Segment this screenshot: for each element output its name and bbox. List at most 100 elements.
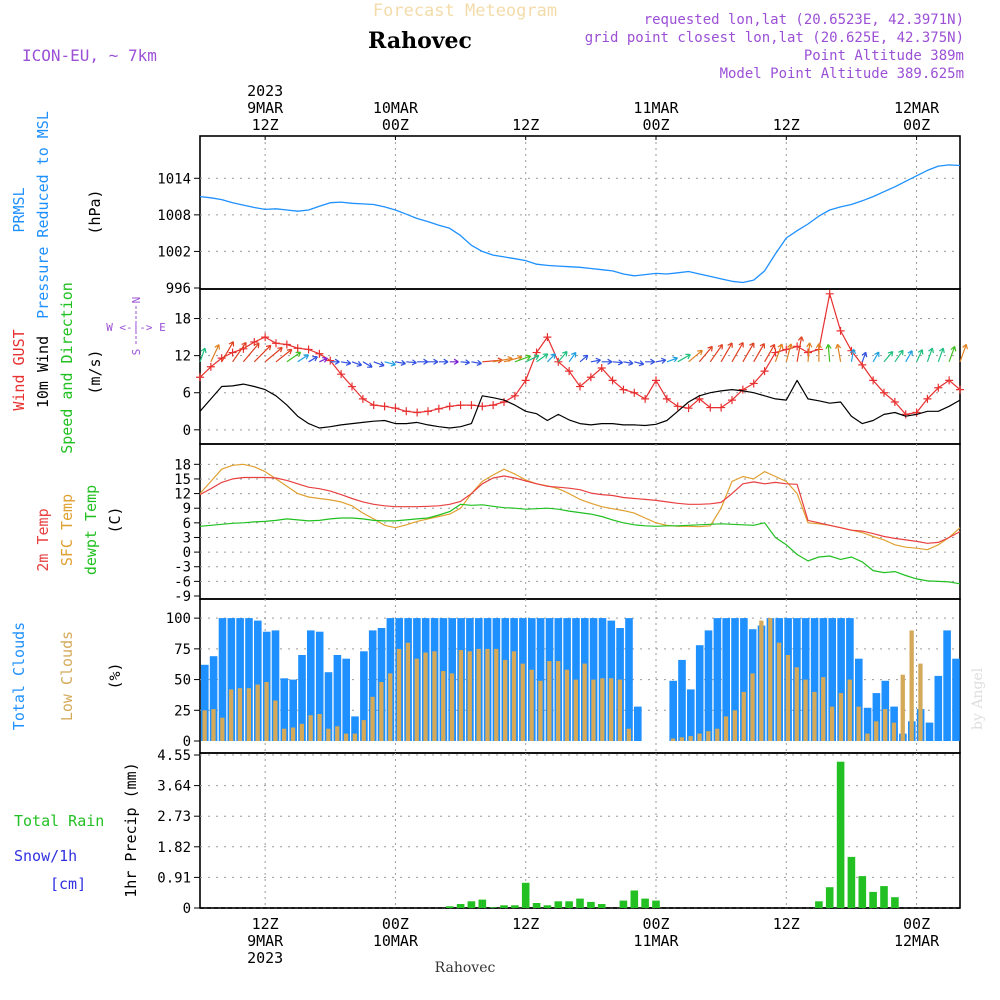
label-snow: Snow/1h [14,847,77,865]
wind-direction-arrow [546,353,556,363]
low-cloud-bar [909,630,914,741]
wind-gust-point [467,401,476,410]
wind-direction-arrow [774,343,784,363]
wind-direction-arrow [948,345,957,363]
wind-direction-arrow [406,359,417,366]
wind-direction-arrow [286,351,302,363]
wind-direction-arrow [536,353,549,363]
wind-direction-arrow [471,359,482,366]
wind-direction-arrow [428,358,439,365]
low-cloud-bar [856,706,861,741]
low-cloud-bar [441,671,446,741]
low-cloud-bar [352,733,357,741]
total-cloud-bar [801,618,810,741]
low-cloud-bar [750,673,755,741]
panel-frame-wind [199,288,961,445]
wind-direction-arrow [449,358,459,365]
low-cloud-bar [308,715,313,741]
rain-bar [836,761,845,908]
low-cloud-bar [812,691,817,741]
total-cloud-bar [695,645,704,741]
low-cloud-bar [741,691,746,741]
low-cloud-bar [591,679,596,741]
low-cloud-bar [626,728,631,741]
bottom-time-label: 12Z [252,915,279,933]
total-cloud-bar [713,618,722,741]
wind-gust-point [489,401,498,410]
wind-gust-point [369,401,378,410]
wind-direction-arrow [492,356,513,363]
low-cloud-bar [396,648,402,741]
wind-gust-point [402,407,411,416]
wind-gust-point [771,348,780,357]
ytick-label: 75 [174,642,191,658]
wind-direction-arrow [959,343,968,363]
low-cloud-bar [617,679,623,741]
wind-direction-arrow [330,358,340,365]
low-cloud-bar [326,728,331,741]
wind-direction-arrow [275,348,293,363]
low-cloud-bar [723,716,729,741]
label-wind-unit: (m/s) [86,349,104,394]
ytick-label: 6 [183,386,191,402]
label-total-rain: Total Rain [14,812,104,830]
model-name: ICON-EU, ~ 7km [22,46,157,65]
total-cloud-bar [536,618,545,741]
wind-direction-arrow [264,346,283,363]
total-cloud-bar [351,716,359,741]
total-cloud-bar [704,630,713,741]
compass-north: N [130,297,143,304]
label-sfc-temp: SFC Temp [58,494,76,566]
rain-bar [869,891,877,908]
total-cloud-bar [209,656,218,741]
bottom-time-label: 12Z [773,915,800,933]
label-precip-unit: 1hr Precip (mm) [122,762,140,897]
low-cloud-bar [874,721,879,741]
ytick-label: 2.73 [157,809,191,825]
wind-direction-arrow [253,344,272,363]
low-cloud-bar [900,674,905,741]
wind-gust-point [391,404,400,413]
low-cloud-bar [467,651,472,741]
wind-gust-point [554,357,563,366]
low-cloud-bar [485,648,490,741]
rain-bar [619,900,628,908]
wind-direction-arrow [937,347,945,363]
low-cloud-bar [679,737,684,741]
top-time-label: 00Z [903,116,930,134]
rain-bar [587,901,595,908]
ytick-label: 50 [174,673,191,689]
wind-direction-arrow [557,350,568,363]
wind-gust-point [228,348,237,357]
bottom-time-label: 9MAR [247,932,284,950]
wind-gust-point [500,398,508,406]
compass-south: S [130,349,143,356]
total-cloud-bar [731,618,739,741]
total-cloud-bar [201,664,209,741]
low-cloud-bar [220,717,225,741]
label-pressure-unit: (hPa) [86,189,104,234]
ytick-label: 0.91 [157,870,191,886]
low-cloud-bar [609,678,614,741]
ytick-label: 4.55 [157,748,191,764]
top-time-label: 9MAR [247,99,284,117]
ytick-label: 1002 [157,244,191,260]
low-cloud-bar [776,642,782,741]
wind-gust-point [597,364,606,372]
ytick-label: 15 [174,472,191,488]
wind-gust-point [760,367,769,376]
low-cloud-bar [582,663,587,741]
wind-direction-arrow [796,336,804,362]
wind-gust-point [934,383,943,392]
low-cloud-bar [290,727,296,741]
ytick-label: 996 [166,281,191,297]
rain-bar [652,900,660,908]
low-cloud-bar [335,726,340,741]
wind-direction-arrow [894,349,904,363]
total-cloud-bar [360,651,368,741]
total-cloud-bar [740,618,748,741]
bottom-time-label: 00Z [903,915,930,933]
wind-direction-arrow [199,347,207,363]
rain-bar [511,905,519,908]
